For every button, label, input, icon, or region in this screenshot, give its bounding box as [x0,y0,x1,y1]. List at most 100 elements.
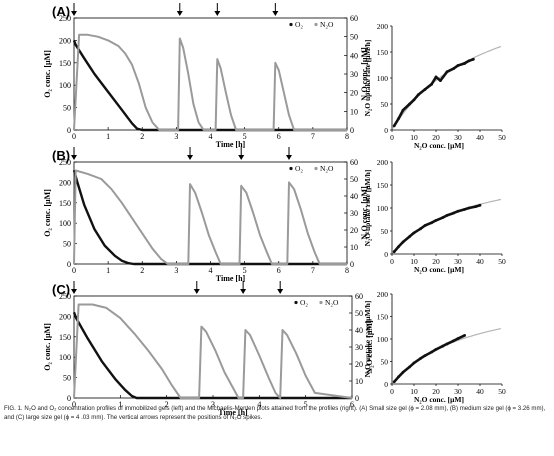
y2-tick-label: 60 [355,292,363,301]
x-axis-label: N₂O conc. [μM] [414,395,464,404]
data-point [452,339,455,343]
data-point [430,350,433,354]
data-point [412,361,416,365]
data-point [445,70,449,74]
data-point [439,79,442,82]
data-point [392,380,396,384]
data-point [445,213,449,217]
time-course-chart-1: 0 1 2 3 4 5 6 7 80501001502002500102030405060Tim… [43,147,369,283]
data-point [472,57,475,61]
y2-tick-label: 0 [350,260,354,269]
y2-axis-label: N₂O conc. [μM] [360,47,369,101]
x-tick-label: 5 [243,132,247,141]
y-axis-label: O₂ conc. [μM] [43,50,52,98]
arrow-head [285,155,292,160]
data-point [434,219,438,222]
y2-tick-label: 30 [350,209,358,218]
data-point [397,117,400,120]
x-tick-label: 7 [311,266,315,275]
n2o-series-line [73,303,353,399]
data-band [393,203,481,253]
x-tick-label: 5 [304,400,308,409]
n2o-spike-arrow [193,281,200,294]
arrow-head [272,11,279,16]
y-tick-label: 200 [377,22,389,31]
legend-label-o2: O₂ [295,20,303,29]
y2-tick-label: 0 [355,394,359,403]
x-tick-label: 6 [277,132,281,141]
y-axis-label: N₂O uptake rate [μM/h] [363,170,372,247]
y-tick-label: 250 [59,158,71,167]
x-tick-label: 6 [350,400,354,409]
y2-tick-label: 50 [350,175,358,184]
data-point [419,356,422,360]
legend-marker-n2o [319,300,323,305]
y-tick-label: 50 [381,358,389,367]
y-axis-label: O₂ conc. [μM] [43,189,52,237]
arrow-head [238,155,245,160]
y2-tick-label: 40 [350,192,358,201]
y2-tick-label: 0 [350,126,354,135]
panel-label: (A) [52,4,70,19]
x-tick-label: 40 [476,257,484,266]
y-tick-label: 50 [63,240,71,249]
y-tick-label: 100 [59,353,71,362]
y-tick-label: 250 [59,14,71,23]
data-point [417,93,420,97]
data-point [401,240,405,244]
data-point [412,98,416,102]
x-tick-label: 40 [476,387,484,396]
n2o-spike-arrow [187,147,194,160]
x-tick-label: 50 [498,133,506,142]
y2-tick-label: 20 [350,89,358,98]
fit-curve [392,328,502,384]
y-tick-label: 50 [63,374,71,383]
x-tick-label: 7 [311,132,315,141]
legend: O₂ N₂O [294,298,339,307]
x-axis-label: Time [h] [216,140,246,149]
o2-series-line [72,39,347,132]
data-band [393,58,474,127]
data-point [441,344,444,348]
n2o-spike-arrow [176,3,183,16]
y-tick-label: 50 [381,100,389,109]
legend-marker-o2 [289,22,293,27]
panel-label: (C) [52,282,70,297]
o2-series-line [72,169,347,266]
n2o-spike-arrow [71,3,77,16]
x-tick-label: 6 [277,266,281,275]
n2o-spike-arrow [238,147,245,160]
x-tick-label: 1 [106,266,110,275]
n2o-series-line [73,33,347,131]
data-point [430,82,433,86]
arrow-head [214,11,221,16]
y-tick-label: 250 [59,292,71,301]
y2-tick-label: 50 [350,33,358,42]
y-tick-label: 0 [384,380,388,389]
y-axis-label: N₂O uptake rate [μM/h] [363,301,372,378]
x-tick-label: 5 [243,266,247,275]
x-tick-label: 3 [211,400,215,409]
data-point [401,370,405,374]
x-tick-label: 4 [209,266,213,275]
y-tick-label: 200 [59,36,71,45]
y2-tick-label: 40 [355,326,363,335]
data-point [456,209,460,213]
legend-label-n2o: N₂O [320,164,334,173]
y2-axis-label: N₂O conc. [μM] [360,186,369,240]
y-tick-label: 150 [59,199,71,208]
y-tick-label: 0 [67,394,71,403]
data-point [452,211,455,215]
y-tick-label: 200 [59,178,71,187]
x-tick-label: 4 [257,400,261,409]
data-point [412,231,416,235]
y2-tick-label: 50 [355,309,363,318]
data-point [408,235,411,238]
data-point [397,375,400,379]
y-tick-label: 200 [377,158,389,167]
x-tick-label: 1 [118,400,122,409]
data-point [430,221,433,225]
y-tick-label: 200 [59,312,71,321]
